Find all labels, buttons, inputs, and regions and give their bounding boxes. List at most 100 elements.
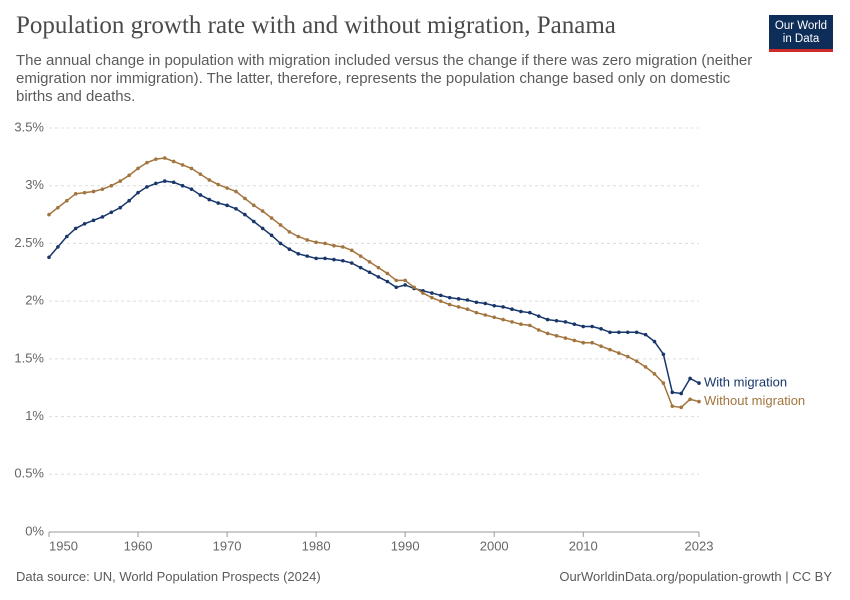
point <box>492 315 497 320</box>
point <box>430 291 434 295</box>
point <box>563 320 568 324</box>
x-tick-label: 2023 <box>685 538 714 553</box>
credit[interactable]: OurWorldinData.org/population-growth | C… <box>559 569 832 584</box>
point <box>447 302 452 307</box>
point <box>501 317 505 322</box>
x-tick-label: 1990 <box>391 538 420 553</box>
point <box>545 331 550 336</box>
point <box>652 339 657 344</box>
point <box>189 166 194 171</box>
point <box>56 245 60 249</box>
point <box>171 180 176 185</box>
point <box>269 233 274 238</box>
point <box>536 328 541 332</box>
point <box>617 330 621 335</box>
y-tick-label: 1.5% <box>14 350 44 365</box>
point <box>465 307 470 312</box>
point <box>412 285 416 290</box>
point <box>323 241 327 246</box>
point <box>154 157 158 161</box>
point <box>456 305 461 309</box>
point <box>278 241 283 246</box>
point <box>581 324 586 329</box>
point <box>47 255 51 260</box>
point <box>617 351 621 355</box>
point <box>56 205 60 210</box>
point <box>438 293 443 298</box>
point <box>652 372 657 376</box>
point <box>403 278 407 283</box>
point <box>688 397 692 402</box>
x-tick-label: 1980 <box>302 538 331 553</box>
x-tick-label: 1970 <box>213 538 242 553</box>
y-tick-label: 3% <box>25 177 44 192</box>
point <box>278 223 283 227</box>
point <box>421 291 425 295</box>
point <box>296 252 301 256</box>
point <box>100 215 105 219</box>
y-tick-label: 0% <box>25 523 44 538</box>
point <box>91 189 96 194</box>
point <box>287 247 292 251</box>
point <box>243 196 247 201</box>
point <box>260 226 265 231</box>
point <box>394 285 399 290</box>
y-tick-label: 0.5% <box>14 466 44 481</box>
point <box>385 271 390 276</box>
point <box>625 354 630 359</box>
point <box>314 240 318 245</box>
y-tick-label: 3.5% <box>14 119 44 134</box>
point <box>305 254 310 258</box>
logo[interactable]: Our World in Data <box>769 15 833 52</box>
point <box>65 198 69 203</box>
point <box>73 191 78 196</box>
point <box>154 181 158 186</box>
line <box>48 157 700 409</box>
point <box>367 270 372 275</box>
point <box>492 303 497 308</box>
point <box>367 260 372 264</box>
point <box>608 330 612 335</box>
point <box>528 323 532 328</box>
point <box>91 218 96 223</box>
point <box>661 381 666 385</box>
point <box>225 186 229 190</box>
point <box>216 182 220 187</box>
point <box>269 216 274 220</box>
point <box>358 265 363 270</box>
x-tick-label: 1950 <box>49 538 78 553</box>
point <box>688 376 692 381</box>
point <box>296 234 301 239</box>
point <box>474 310 479 315</box>
point <box>109 210 114 215</box>
point <box>438 299 443 303</box>
point <box>385 279 390 284</box>
point <box>118 205 123 210</box>
point <box>136 166 140 171</box>
point <box>314 256 318 261</box>
y-tick-label: 1% <box>25 408 44 423</box>
point <box>198 172 203 176</box>
point <box>145 160 149 165</box>
point <box>608 347 612 352</box>
legend-label: Without migration <box>704 393 805 408</box>
point <box>474 300 479 305</box>
point <box>305 238 310 242</box>
line <box>48 180 700 395</box>
point <box>376 275 381 279</box>
point <box>82 222 87 226</box>
point <box>100 187 105 191</box>
point <box>341 258 345 263</box>
chart: 0% 0.5% 1% 1.5% 2% 2.5% 3% 3.5% 1950 1960 1970 1980… <box>14 119 805 553</box>
x-tick-label: 1960 <box>124 538 153 553</box>
point <box>127 198 131 203</box>
point <box>679 405 683 410</box>
point <box>207 197 212 202</box>
point <box>572 338 577 343</box>
point <box>670 390 675 395</box>
point <box>536 314 541 318</box>
point <box>225 203 229 208</box>
point <box>189 187 194 191</box>
point <box>332 243 336 248</box>
point <box>661 352 666 357</box>
